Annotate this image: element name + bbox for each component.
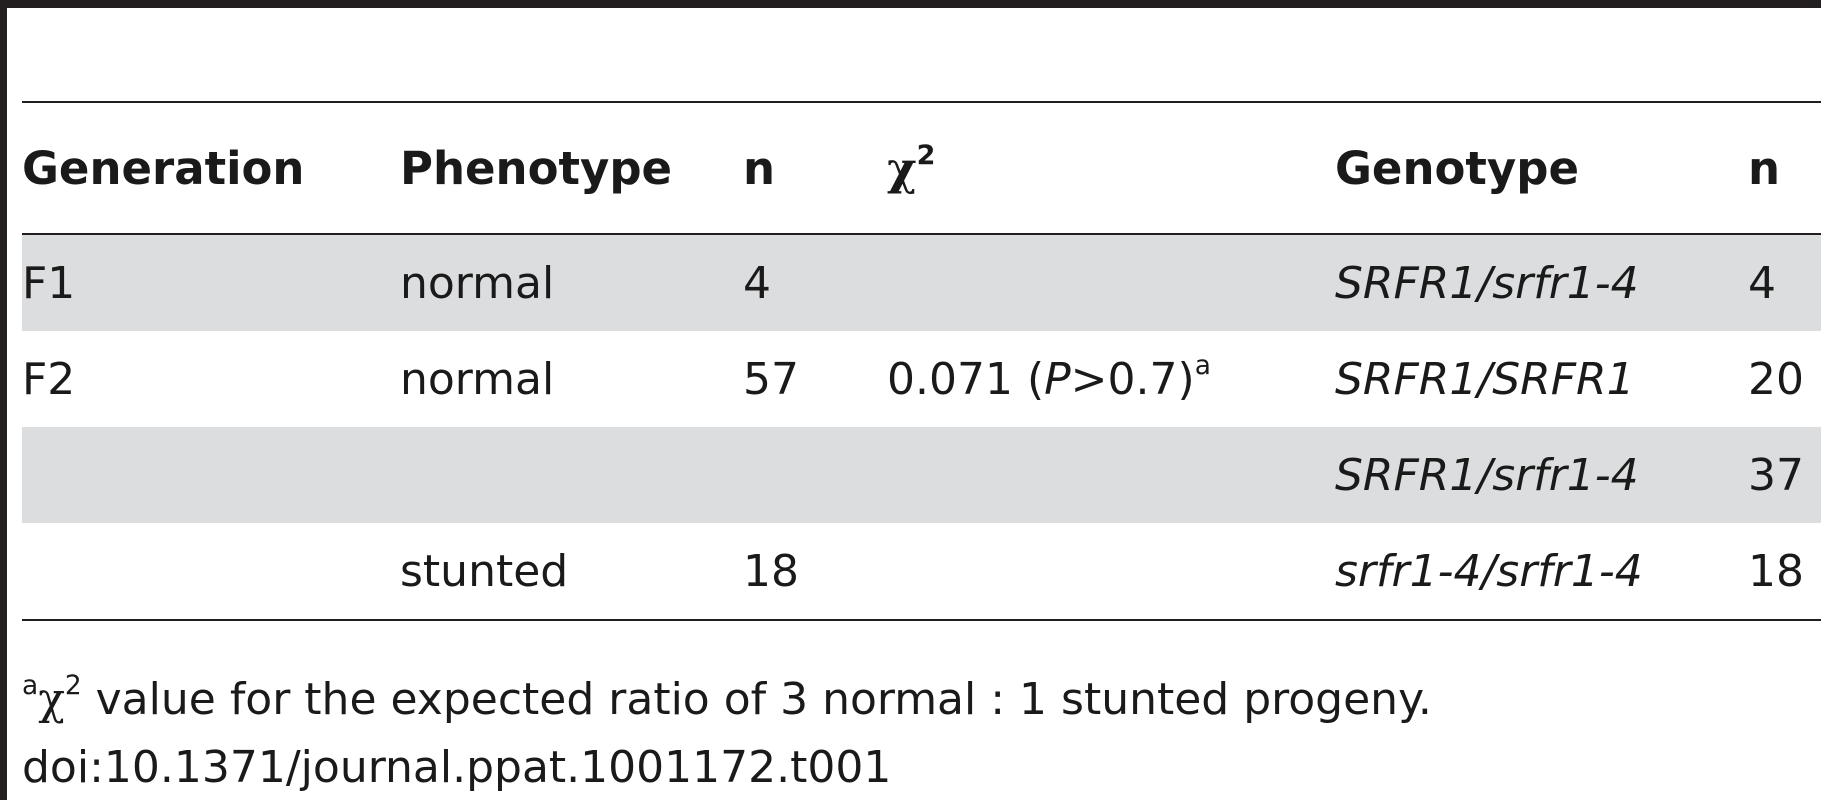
cell-n-genotype: 20 <box>1748 353 1804 405</box>
cell-n-genotype: 4 <box>1748 234 1821 331</box>
cell-chi <box>887 234 1335 331</box>
p-label: P <box>1044 353 1071 405</box>
header-phenotype: Phenotype <box>400 141 673 195</box>
header-chi-square: χ2 <box>887 102 1335 234</box>
header-n-phenotype: n <box>743 141 776 195</box>
chi-symbol: χ <box>38 674 65 725</box>
table-row: stunted 18 srfr1-4/srfr1-4 18 <box>22 523 1821 620</box>
header-n-genotype: n <box>1748 141 1781 195</box>
cell-chi <box>887 427 1335 523</box>
cell-phenotype <box>400 427 743 523</box>
header-generation: Generation <box>22 141 305 195</box>
cell-n: 18 <box>743 545 799 597</box>
footnote-marker: a <box>1194 349 1211 381</box>
cell-genotype: SRFR1/srfr1-4 <box>1335 427 1748 523</box>
doi-link[interactable]: doi:10.1371/journal.ppat.1001172.t001 <box>22 742 892 793</box>
cell-genotype: srfr1-4/srfr1-4 <box>1335 545 1643 597</box>
table-footnote: aχ2 value for the expected ratio of 3 no… <box>22 672 1432 728</box>
header-genotype: Genotype <box>1335 141 1579 195</box>
chi-superscript: 2 <box>64 670 82 702</box>
cell-generation <box>22 523 400 620</box>
footnote-text: value for the expected ratio of 3 normal… <box>81 674 1432 725</box>
cell-phenotype: normal <box>400 353 555 405</box>
cell-n: 4 <box>743 234 887 331</box>
genetics-table: Generation Phenotype n χ2 Genotype n F1 … <box>22 101 1821 621</box>
cell-n: 57 <box>743 353 799 405</box>
chi-symbol: χ <box>887 141 917 195</box>
cell-chi <box>887 523 1335 620</box>
cell-phenotype: stunted <box>400 545 569 597</box>
left-border-rule <box>0 0 7 800</box>
top-border-rule <box>0 0 1821 8</box>
cell-n-genotype: 37 <box>1748 427 1821 523</box>
table-row: F2 normal 57 0.071 (P>0.7)a SRFR1/SRFR1 … <box>22 331 1821 427</box>
chi-superscript: 2 <box>916 139 936 171</box>
cell-generation <box>22 427 400 523</box>
table-row: SRFR1/srfr1-4 37 <box>22 427 1821 523</box>
table-row: F1 normal 4 SRFR1/srfr1-4 4 <box>22 234 1821 331</box>
cell-chi: 0.071 (P>0.7)a <box>887 331 1335 427</box>
cell-generation: F1 <box>22 234 400 331</box>
chi-value: 0.071 ( <box>887 353 1045 405</box>
cell-n <box>743 427 887 523</box>
p-value: >0.7) <box>1070 353 1195 405</box>
cell-genotype: SRFR1/SRFR1 <box>1335 353 1635 405</box>
segregation-table: Generation Phenotype n χ2 Genotype n F1 … <box>22 101 1821 621</box>
footnote-marker: a <box>22 670 39 702</box>
cell-generation: F2 <box>22 353 76 405</box>
cell-n-genotype: 18 <box>1748 545 1804 597</box>
table-header-row: Generation Phenotype n χ2 Genotype n <box>22 102 1821 234</box>
cell-phenotype: normal <box>400 234 743 331</box>
cell-genotype: SRFR1/srfr1-4 <box>1335 234 1748 331</box>
